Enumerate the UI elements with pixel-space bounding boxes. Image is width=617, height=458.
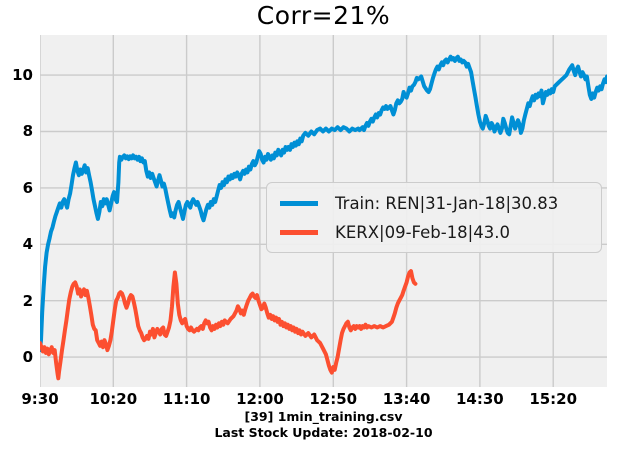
- legend-item-test: KERX|09-Feb-18|43.0: [280, 223, 601, 242]
- legend: Train: REN|31-Jan-18|30.83 KERX|09-Feb-1…: [266, 182, 602, 253]
- x-tick-label: 11:10: [162, 390, 211, 408]
- chart-title: Corr=21%: [256, 1, 391, 30]
- legend-item-train: Train: REN|31-Jan-18|30.83: [280, 194, 601, 213]
- x-tick-label: 12:00: [236, 390, 284, 408]
- series-line-0: [40, 54, 607, 353]
- x-tick-label: 10:20: [89, 390, 138, 408]
- test-line-swatch: [280, 229, 318, 235]
- caption-line-2: Last Stock Update: 2018-02-10: [214, 425, 433, 440]
- caption-line-1: [39] 1min_training.csv: [244, 409, 403, 424]
- train-line-swatch: [280, 200, 318, 206]
- x-tick-label: 12:50: [309, 390, 358, 408]
- legend-label-train: Train: REN|31-Jan-18|30.83: [335, 193, 559, 213]
- x-tick-label: 15:20: [529, 390, 578, 408]
- legend-label-test: KERX|09-Feb-18|43.0: [335, 222, 510, 242]
- x-tick-label: 13:40: [382, 390, 431, 408]
- y-tick-label: 8: [22, 122, 33, 141]
- y-tick-label: 4: [22, 235, 33, 254]
- chart-canvas: [40, 35, 607, 387]
- y-tick-label: 10: [12, 66, 33, 85]
- y-tick-label: 6: [22, 178, 33, 197]
- series-line-1: [40, 269, 418, 381]
- plot-area: Train: REN|31-Jan-18|30.83 KERX|09-Feb-1…: [40, 35, 607, 387]
- x-tick-label: 9:30: [21, 390, 59, 408]
- y-tick-label: 0: [22, 348, 33, 367]
- y-tick-label: 2: [22, 291, 33, 310]
- caption: [39] 1min_training.csv Last Stock Update…: [40, 409, 607, 441]
- x-tick-label: 14:30: [456, 390, 504, 408]
